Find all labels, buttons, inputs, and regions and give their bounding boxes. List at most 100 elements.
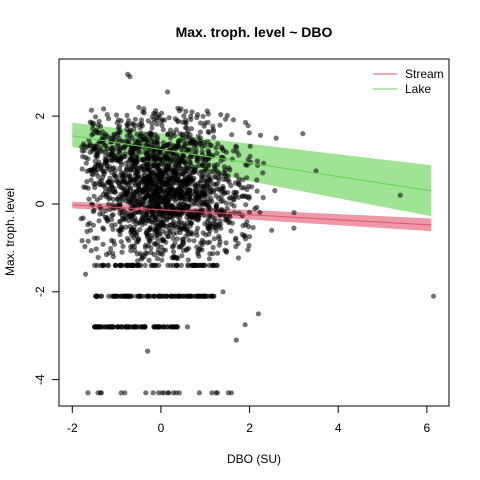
scatter-point (205, 119, 211, 125)
scatter-point (102, 143, 108, 149)
scatter-point (92, 158, 98, 164)
scatter-point (242, 322, 248, 328)
scatter-point (235, 255, 241, 261)
scatter-point (149, 183, 155, 189)
scatter-point (179, 170, 185, 177)
scatter-point (220, 183, 226, 190)
scatter-point (199, 169, 205, 175)
scatter-point (114, 157, 120, 163)
scatter-point (142, 262, 148, 268)
scatter-point (145, 161, 151, 167)
scatter-point (130, 121, 136, 127)
scatter-point (141, 110, 147, 116)
scatter-point (109, 213, 115, 219)
scatter-point (139, 255, 145, 261)
scatter-point (217, 218, 223, 224)
x-tick-label: 6 (423, 421, 430, 435)
scatter-point (145, 234, 151, 240)
scatter-point (143, 250, 149, 256)
scatter-point (176, 184, 182, 190)
scatter-point (177, 195, 183, 201)
scatter-point (105, 262, 112, 268)
scatter-point (174, 262, 180, 268)
scatter-point (123, 160, 129, 166)
scatter-point (100, 191, 106, 198)
scatter-point (142, 172, 148, 178)
scatter-point (162, 151, 168, 157)
scatter-point (257, 132, 264, 138)
scatter-point (200, 113, 206, 119)
scatter-point (87, 220, 93, 226)
x-tick-label: 2 (246, 421, 253, 435)
scatter-point (243, 202, 249, 208)
scatter-point (233, 172, 240, 178)
scatter-point (231, 210, 238, 216)
scatter-point (118, 185, 125, 191)
scatter-point (87, 143, 93, 149)
scatter-point (224, 205, 230, 211)
scatter-point (188, 181, 194, 187)
scatter-point (168, 262, 174, 268)
scatter-point (188, 174, 194, 180)
scatter-point (211, 134, 217, 140)
scatter-point (186, 237, 192, 243)
scatter-point (96, 324, 102, 330)
scatter-point (113, 262, 119, 268)
x-axis: -2 0 2 4 6 (67, 405, 430, 435)
scatter-point (227, 167, 233, 173)
scatter-point (193, 164, 199, 170)
scatter-point (228, 390, 234, 396)
scatter-point (194, 155, 200, 161)
scatter-point (160, 188, 166, 194)
scatter-point (135, 169, 141, 175)
scatter-point (204, 108, 210, 114)
scatter-point (154, 121, 160, 127)
scatter-point (189, 153, 195, 160)
scatter-point (164, 204, 170, 211)
scatter-point (217, 239, 223, 245)
scatter-point (135, 237, 142, 243)
scatter-point (119, 194, 125, 200)
y-tick-label: -2 (33, 286, 47, 297)
scatter-point (113, 112, 119, 118)
scatter-point (193, 146, 199, 152)
scatter-point (101, 182, 107, 189)
scatter-point (245, 247, 251, 253)
scatter-point (153, 191, 159, 198)
scatter-point (168, 293, 174, 299)
scatter-point (142, 136, 148, 142)
y-tick-label: -4 (33, 374, 47, 385)
scatter-point (197, 141, 203, 147)
scatter-point (118, 169, 124, 175)
scatter-point (129, 146, 135, 152)
scatter-point (122, 154, 128, 160)
scatter-point (128, 248, 134, 254)
scatter-point (165, 170, 171, 176)
scatter-point (152, 173, 158, 179)
scatter-point (94, 197, 100, 203)
fit-line-stream (72, 204, 432, 226)
scatter-point (201, 123, 207, 129)
scatter-point (154, 255, 160, 262)
scatter-point (149, 136, 155, 142)
scatter-point (108, 246, 114, 252)
scatter-point (124, 112, 130, 118)
scatter-point (191, 140, 197, 146)
y-tick-label: 2 (33, 112, 47, 119)
scatter-point (229, 132, 235, 138)
scatter-point (159, 122, 165, 128)
scatter-point (108, 189, 114, 195)
scatter-point (173, 324, 179, 330)
scatter-point (149, 125, 155, 131)
scatter-point (115, 179, 122, 185)
scatter-point (158, 118, 164, 124)
scatter-point (240, 222, 246, 229)
scatter-point (160, 293, 166, 299)
scatter-point (200, 173, 207, 179)
scatter-point (171, 130, 177, 136)
scatter-point (173, 230, 180, 236)
scatter-point (234, 144, 240, 150)
scatter-point (184, 324, 191, 330)
scatter-point (218, 225, 224, 231)
scatter-point (180, 247, 186, 254)
